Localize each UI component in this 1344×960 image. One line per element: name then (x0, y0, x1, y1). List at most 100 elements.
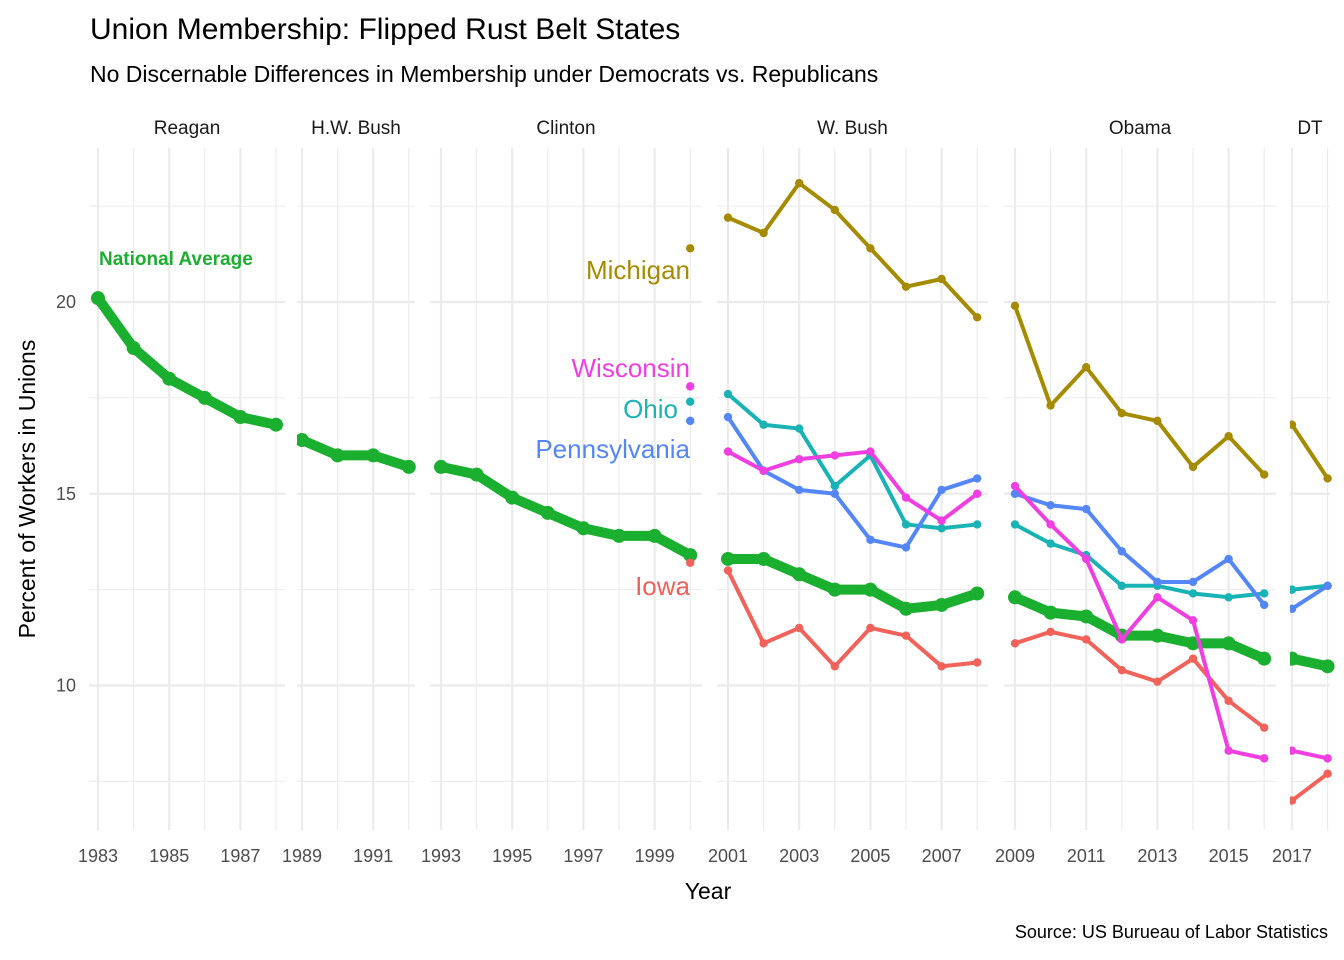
data-point-iowa: Iowa 2002: 11.1 (759, 639, 768, 648)
x-tick-label: 2007 (922, 846, 962, 866)
data-point-national-average: National Average 1985: 18 (162, 371, 177, 386)
x-tick-label: 1983 (78, 846, 118, 866)
data-point-national-average: National Average 2010: 11.9 (1043, 605, 1058, 620)
data-point-wisconsin: Wisconsin 2007: 14.3 (937, 516, 946, 525)
y-tick-label: 15 (56, 484, 76, 504)
data-point-iowa: Iowa 2011: 11.2 (1082, 635, 1091, 644)
facet-strip-label: Reagan (154, 118, 221, 139)
data-point-pennsylvania: Pennsylvania 2014: 12.7 (1188, 577, 1198, 587)
data-point-wisconsin: Wisconsin 2017: 8.3 (1290, 746, 1297, 755)
data-point-national-average: National Average 2018: 10.5 (1320, 659, 1335, 674)
x-tick-label: 1993 (421, 846, 461, 866)
label-ohio: Ohio (623, 394, 678, 424)
data-point-wisconsin: Wisconsin 2000: 17.8 (686, 382, 695, 391)
series-wisconsin: Wisconsin 2000: 17.8 Wisconsin 2001: 16.1… (686, 382, 1332, 763)
data-point-pennsylvania: Pennsylvania 2000: 16.9 (686, 416, 695, 426)
data-point-michigan: Michigan 2005: 21.4 (866, 244, 875, 253)
data-point-ohio: Ohio 2002: 16.8 (759, 420, 768, 429)
data-point-national-average: National Average 2006: 12 (899, 601, 913, 616)
data-point-ohio: Ohio 2000: 17.4 (686, 397, 695, 406)
facet-strip-label: DT (1297, 118, 1323, 139)
data-point-iowa: Iowa 2004: 10.5 (830, 662, 839, 671)
data-point-ohio: Ohio 2017: 12.5 (1290, 585, 1297, 594)
data-point-national-average: National Average 1999: 13.9 (647, 528, 662, 543)
data-point-wisconsin: Wisconsin 2009: 15.2 (1010, 481, 1020, 491)
data-point-michigan: Michigan 2011: 18.3 (1082, 362, 1091, 372)
data-point-pennsylvania: Pennsylvania 2011: 14.6 (1082, 504, 1091, 514)
data-point-pennsylvania: Pennsylvania 2008: 15.4 (973, 474, 982, 483)
data-point-national-average: National Average 2002: 13.3 (756, 551, 771, 566)
data-point-ohio: Ohio 2008: 14.2 (973, 520, 982, 529)
series-pennsylvania: Pennsylvania 2000: 16.9 Pennsylvania 2001… (686, 412, 1332, 613)
data-point-pennsylvania: Pennsylvania 2013: 12.7 (1153, 577, 1162, 587)
data-point-iowa: Iowa 2003: 11.5 (795, 623, 804, 633)
label-iowa: Iowa (635, 571, 690, 601)
x-tick-label: 2003 (779, 846, 819, 866)
data-point-wisconsin: Wisconsin 2015: 8.3 (1224, 746, 1233, 755)
x-tick-label: 2005 (850, 846, 890, 866)
data-point-michigan: Michigan 2010: 17.3 (1046, 401, 1055, 410)
data-point-michigan: Michigan 2012: 17.1 (1117, 409, 1127, 418)
data-point-national-average: National Average 1988: 16.8 (269, 417, 283, 432)
data-point-wisconsin: Wisconsin 2005: 16.1 (866, 447, 875, 456)
data-point-wisconsin: Wisconsin 2011: 13.3 (1082, 554, 1091, 564)
series-line-wisconsin (1013, 484, 1267, 761)
data-point-pennsylvania: Pennsylvania 2004: 15 (830, 489, 839, 498)
data-point-national-average: National Average 2004: 12.5 (827, 582, 842, 597)
data-point-pennsylvania: Pennsylvania 2017: 12 (1290, 604, 1297, 613)
data-point-michigan: Michigan 2014: 15.7 (1188, 462, 1198, 472)
data-point-national-average: National Average 1997: 14.1 (576, 521, 591, 536)
x-tick-label: 1999 (635, 846, 675, 866)
series-line-pennsylvania (1013, 491, 1267, 607)
data-point-pennsylvania: Pennsylvania 2016: 12.1 (1260, 600, 1269, 610)
data-point-ohio: Ohio 2012: 12.6 (1117, 581, 1127, 590)
chart-title: Union Membership: Flipped Rust Belt Stat… (90, 13, 680, 46)
data-point-michigan: Michigan 2015: 16.5 (1224, 432, 1233, 441)
data-point-iowa: Iowa 2017: 7 (1290, 796, 1297, 805)
series-line-iowa (1013, 629, 1267, 730)
x-tick-label: 1987 (220, 846, 260, 866)
label-michigan: Michigan (586, 255, 690, 285)
data-point-wisconsin: Wisconsin 2001: 16.1 (723, 447, 733, 456)
data-point-national-average: National Average 1993: 15.7 (434, 459, 448, 474)
data-point-pennsylvania: Pennsylvania 2005: 13.8 (866, 535, 875, 544)
data-point-ohio: Ohio 2001: 17.6 (723, 389, 733, 399)
data-point-wisconsin: Wisconsin 2003: 15.9 (795, 455, 804, 464)
series-line-pennsylvania (1290, 583, 1330, 611)
data-point-iowa: Iowa 2005: 11.5 (866, 623, 875, 633)
data-point-wisconsin: Wisconsin 2008: 15 (973, 489, 982, 498)
data-point-michigan: Michigan 2006: 20.4 (901, 282, 911, 291)
data-point-iowa: Iowa 2009: 11.1 (1010, 639, 1020, 648)
data-point-wisconsin: Wisconsin 2006: 14.9 (901, 493, 911, 502)
data-point-pennsylvania: Pennsylvania 2015: 13.3 (1224, 554, 1233, 564)
x-tick-label: 2011 (1067, 846, 1106, 866)
facet-panel-dt: DT 2017 (1272, 118, 1330, 866)
data-point-national-average: National Average 2011: 11.8 (1079, 609, 1094, 624)
data-point-national-average: National Average 2013: 11.3 (1150, 628, 1165, 643)
series-line-ohio (726, 392, 980, 531)
series-national-average: National Average 1983: 20.1 National Aver… (91, 291, 1335, 674)
data-point-iowa: Iowa 2012: 10.4 (1117, 665, 1127, 675)
data-point-pennsylvania: Pennsylvania 2007: 15.1 (937, 485, 946, 495)
data-point-ohio: Ohio 2009: 14.2 (1010, 520, 1020, 529)
x-tick-label: 1997 (563, 846, 603, 866)
data-point-national-average: National Average 1995: 14.9 (505, 490, 520, 505)
data-point-ohio: Ohio 2006: 14.2 (901, 520, 911, 529)
facet-panel-h-w-bush: H.W. Bush 1989 1991 (282, 118, 415, 866)
x-tick-label: 2009 (995, 846, 1035, 866)
data-point-national-average: National Average 2016: 10.7 (1257, 651, 1272, 666)
data-point-ohio: Ohio 2016: 12.4 (1260, 589, 1269, 598)
data-point-pennsylvania: Pennsylvania 2006: 13.6 (901, 543, 911, 552)
data-point-michigan: Michigan 2009: 19.9 (1010, 301, 1020, 311)
data-point-pennsylvania: Pennsylvania 2009: 15 (1010, 489, 1020, 498)
data-point-national-average: National Average 1984: 18.8 (126, 341, 141, 356)
data-point-ohio: Ohio 2015: 12.3 (1224, 593, 1233, 602)
data-point-wisconsin: Wisconsin 2013: 12.3 (1153, 593, 1162, 602)
series-line-wisconsin (1290, 748, 1330, 761)
chart-subtitle: No Discernable Differences in Membership… (90, 61, 878, 87)
data-point-wisconsin: Wisconsin 2014: 11.7 (1188, 616, 1198, 625)
data-point-wisconsin: Wisconsin 2002: 15.6 (759, 466, 768, 475)
x-tick-label: 2015 (1209, 846, 1249, 866)
data-point-iowa: Iowa 2013: 10.1 (1153, 677, 1162, 686)
